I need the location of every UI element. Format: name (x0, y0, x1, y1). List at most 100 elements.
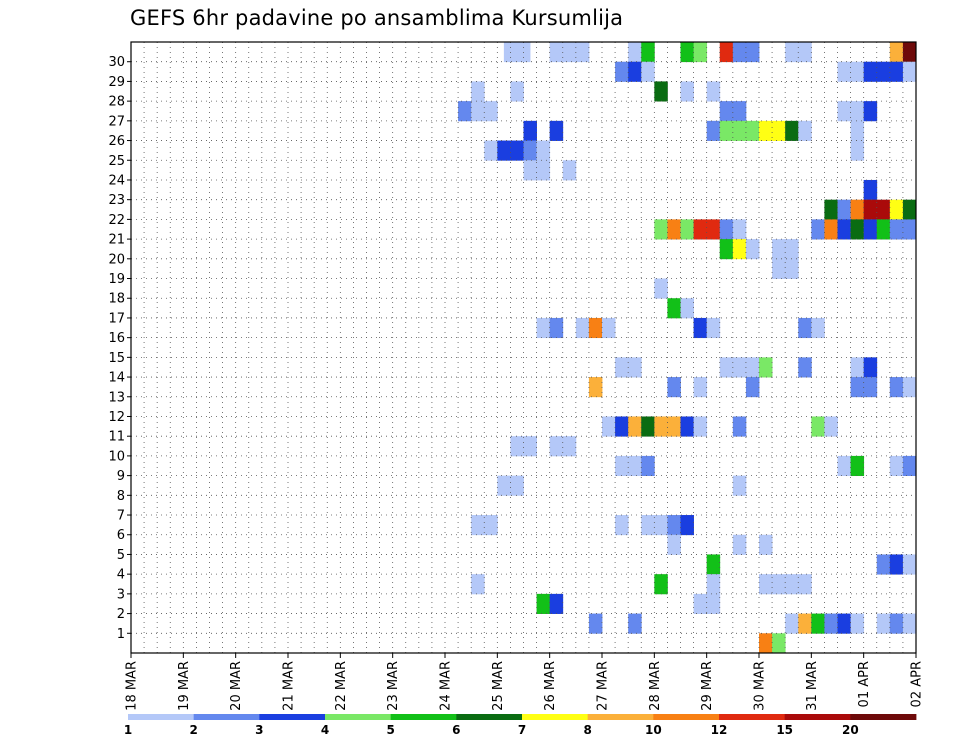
heatmap-cell (693, 42, 708, 63)
x-tick-label: 24 MAR (439, 661, 454, 711)
heatmap-cell (759, 357, 773, 378)
heatmap-cell (719, 219, 734, 240)
heatmap-cell (889, 377, 904, 398)
heatmap-cell (889, 455, 904, 477)
y-tick-label: 20 (108, 252, 125, 267)
legend-label: 10 (645, 723, 662, 737)
y-tick-label: 25 (108, 154, 125, 169)
heatmap-cell (706, 574, 721, 595)
heatmap-cell (536, 140, 551, 161)
heatmap-cell (837, 199, 851, 220)
heatmap-cell (654, 81, 668, 102)
x-tick-label: 22 MAR (334, 661, 349, 711)
x-tick-label: 01 APR (857, 661, 872, 707)
heatmap-cell (745, 239, 760, 260)
heatmap-cell (876, 219, 891, 240)
heatmap-cell (523, 140, 537, 161)
heatmap-cell (641, 61, 655, 82)
heatmap-cell (667, 377, 681, 398)
x-tick-label: 27 MAR (596, 661, 611, 711)
y-tick-label: 27 (108, 114, 125, 129)
axis-layer: 1234567891011121314151617181920212223242… (108, 55, 924, 711)
heatmap-cell (680, 515, 694, 536)
heatmap-cell (876, 554, 891, 575)
heatmap-cell (497, 140, 524, 161)
heatmap-cell (850, 613, 865, 634)
heatmap-cell (850, 199, 865, 220)
heatmap-cell (615, 61, 629, 82)
y-tick-label: 8 (117, 489, 125, 504)
heatmap-cell (759, 534, 773, 555)
y-tick-label: 11 (108, 430, 125, 445)
y-tick-label: 10 (108, 449, 125, 464)
legend-label: 3 (255, 723, 263, 737)
heatmap-cell (549, 120, 564, 141)
y-tick-label: 14 (108, 371, 125, 386)
heatmap-cell (706, 554, 721, 575)
heatmap-cell (654, 278, 668, 299)
x-tick-label: 18 MAR (125, 661, 140, 711)
heatmap-cell (549, 317, 564, 339)
heatmap-cell (863, 357, 878, 378)
heatmap-cell (615, 455, 642, 477)
heatmap-cell (588, 377, 603, 398)
heatmap-cell (706, 81, 721, 102)
heatmap-cell (693, 593, 721, 614)
heatmap-cell (680, 416, 694, 437)
x-tick-label: 19 MAR (177, 661, 192, 711)
legend-swatch (522, 714, 589, 720)
heatmap-cell (484, 140, 498, 161)
heatmap-cell (628, 416, 642, 437)
heatmap-cell (889, 199, 904, 220)
heatmap-cell (654, 416, 681, 437)
heatmap-cell (562, 160, 577, 181)
heatmap-cell (706, 120, 721, 141)
y-tick-label: 5 (117, 548, 125, 563)
y-tick-label: 28 (108, 95, 125, 110)
legend-swatch (325, 714, 392, 720)
heatmap-cell (680, 219, 694, 240)
legend-swatch (850, 714, 917, 720)
y-tick-label: 30 (108, 55, 125, 70)
heatmap-cell (902, 613, 917, 634)
grid-layer (131, 42, 916, 653)
x-tick-label: 20 MAR (229, 661, 244, 711)
y-tick-label: 2 (117, 607, 125, 622)
heatmap-cell (667, 219, 681, 240)
y-tick-label: 13 (108, 390, 125, 405)
heatmap-cell (680, 298, 694, 319)
x-tick-label: 23 MAR (386, 661, 401, 711)
legend-swatch (259, 714, 326, 720)
x-tick-label: 26 MAR (543, 661, 558, 711)
y-tick-label: 9 (117, 469, 125, 484)
heatmap-cell (641, 515, 668, 536)
y-tick-label: 16 (108, 331, 125, 346)
y-tick-label: 17 (108, 311, 125, 326)
heatmap-cell (850, 219, 865, 240)
legend-label: 6 (452, 723, 460, 737)
heatmap-cell (772, 633, 786, 654)
heatmap-cell (693, 377, 708, 398)
y-tick-label: 19 (108, 272, 125, 287)
heatmap-cell (719, 239, 734, 260)
y-tick-label: 4 (117, 568, 125, 583)
heatmap-cell (850, 357, 865, 378)
heatmap-cell (706, 317, 721, 339)
y-tick-label: 7 (117, 509, 125, 524)
heatmap-cell (471, 574, 485, 595)
heatmap-cell (837, 219, 851, 240)
x-tick-label: 31 MAR (805, 661, 820, 711)
heatmap-cell (732, 475, 747, 496)
chart-title: GEFS 6hr padavine po ansamblima Kursumli… (130, 6, 624, 30)
y-tick-label: 23 (108, 193, 125, 208)
heatmap-cell (837, 455, 851, 477)
y-tick-label: 1 (117, 627, 125, 642)
legend-swatch (193, 714, 260, 720)
heatmap-cell (863, 101, 878, 122)
heatmap-cell (824, 613, 838, 634)
heatmap-cell (850, 455, 865, 477)
heatmap-cell (798, 120, 812, 141)
heatmap-cell (902, 554, 917, 575)
heatmap-cell (641, 42, 655, 63)
